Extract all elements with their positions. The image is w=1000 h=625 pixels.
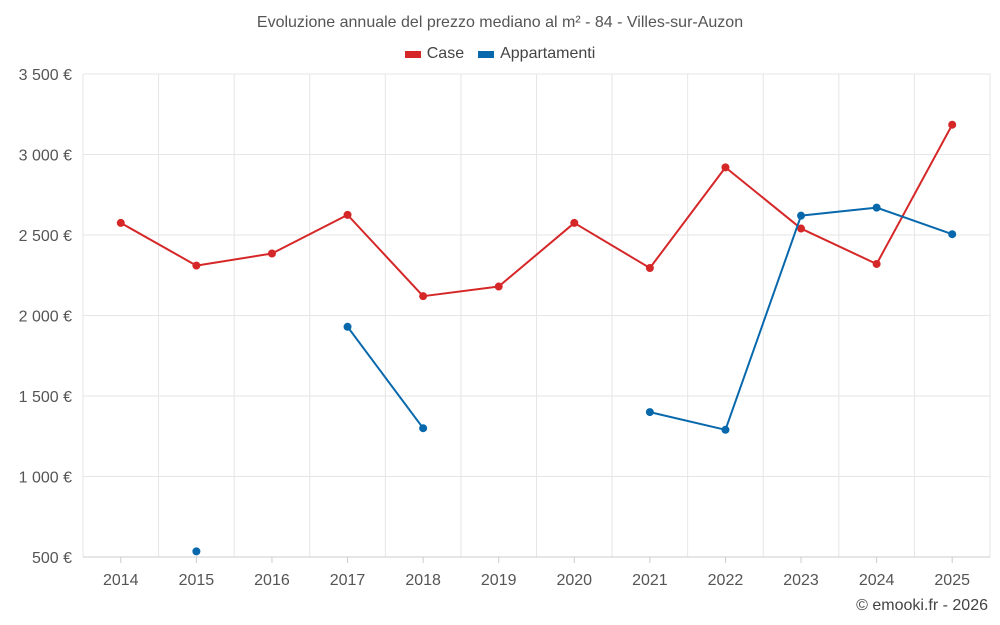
x-tick-label: 2021	[632, 572, 668, 589]
x-tick-label: 2022	[708, 572, 744, 589]
data-point-appartamenti[interactable]	[343, 322, 352, 331]
y-tick-label: 1 500 €	[19, 389, 72, 406]
data-point-appartamenti[interactable]	[192, 547, 201, 556]
series-line-appartamenti	[346, 326, 424, 429]
chart-title: Evoluzione annuale del prezzo mediano al…	[256, 14, 744, 31]
x-tick-label: 2018	[405, 572, 441, 589]
x-tick-label: 2020	[556, 572, 592, 589]
data-point-appartamenti[interactable]	[645, 408, 654, 417]
data-point-case[interactable]	[267, 249, 276, 258]
y-tick-label: 1 000 €	[19, 470, 72, 487]
y-tick-label: 500 €	[32, 550, 72, 567]
legend-item-appartamenti[interactable]: Appartamenti	[478, 45, 595, 63]
data-point-case[interactable]	[116, 218, 125, 227]
data-point-appartamenti[interactable]	[872, 203, 881, 212]
x-tick-label: 2017	[330, 572, 366, 589]
legend-label-case: Case	[426, 45, 465, 62]
data-point-case[interactable]	[494, 282, 503, 291]
legend-swatch-appartamenti	[478, 50, 495, 58]
data-point-case[interactable]	[872, 259, 881, 268]
data-point-appartamenti[interactable]	[721, 425, 730, 434]
x-tick-label: 2019	[481, 572, 517, 589]
series-line-case	[120, 124, 954, 298]
legend: Case Appartamenti	[0, 45, 1000, 63]
y-tick-label: 2 000 €	[19, 309, 72, 326]
data-point-case[interactable]	[570, 218, 579, 227]
data-point-case[interactable]	[192, 261, 201, 270]
data-point-appartamenti[interactable]	[797, 211, 806, 220]
x-tick-label: 2014	[103, 572, 139, 589]
legend-label-appartamenti: Appartamenti	[500, 45, 596, 62]
data-point-appartamenti[interactable]	[419, 424, 428, 433]
x-tick-label: 2016	[254, 572, 290, 589]
y-tick-label: 3 000 €	[19, 148, 72, 165]
data-point-case[interactable]	[645, 264, 654, 273]
legend-item-case[interactable]: Case	[404, 45, 465, 63]
x-tick-label: 2024	[859, 572, 895, 589]
x-tick-label: 2025	[934, 572, 970, 589]
data-point-case[interactable]	[419, 292, 428, 301]
data-point-case[interactable]	[948, 120, 957, 129]
data-point-appartamenti[interactable]	[948, 230, 957, 239]
data-point-case[interactable]	[721, 163, 730, 172]
legend-swatch-case	[404, 50, 421, 58]
data-point-case[interactable]	[343, 210, 352, 219]
x-tick-label: 2015	[179, 572, 215, 589]
credit-text: © emooki.fr - 2026	[856, 597, 988, 614]
data-point-case[interactable]	[797, 224, 806, 233]
y-tick-label: 3 500 €	[19, 67, 72, 84]
x-tick-label: 2023	[783, 572, 819, 589]
y-tick-label: 2 500 €	[19, 228, 72, 245]
